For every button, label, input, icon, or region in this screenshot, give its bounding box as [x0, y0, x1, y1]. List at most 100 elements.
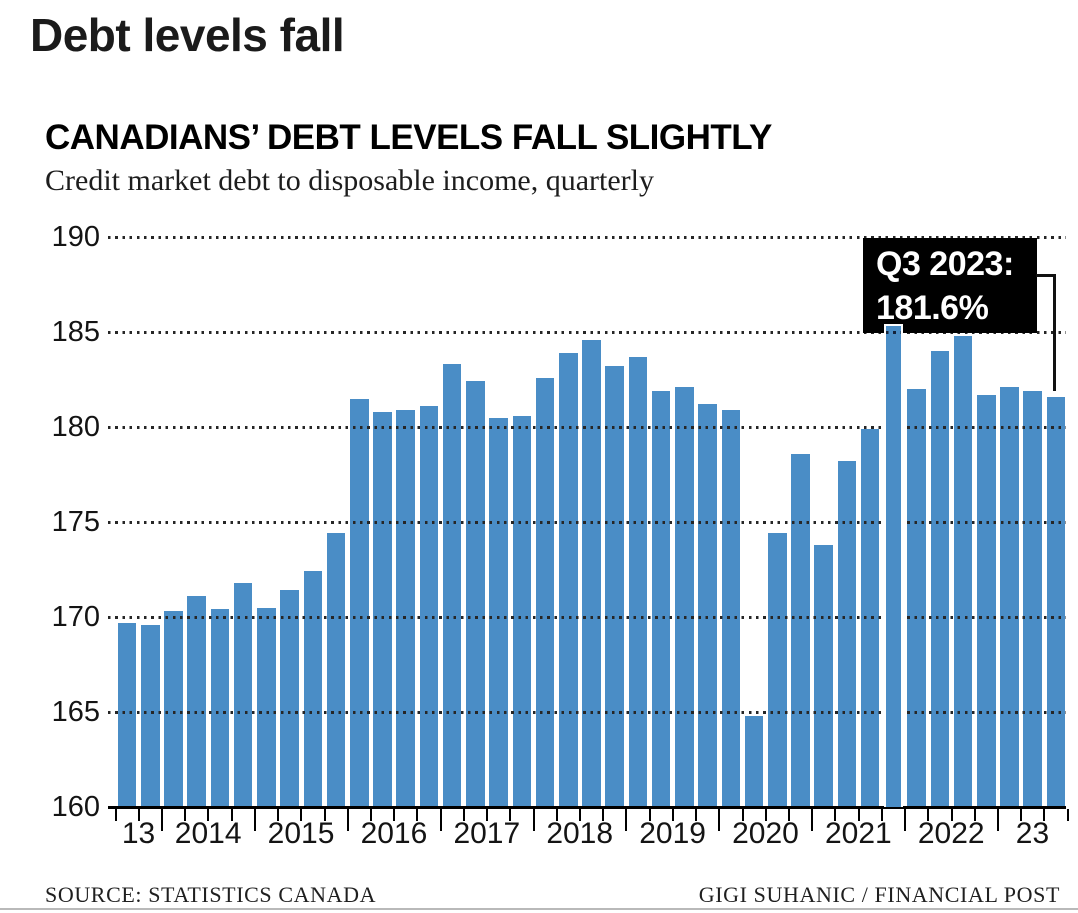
bar [651, 390, 671, 807]
y-axis-label: 175 [51, 506, 100, 538]
bar [1023, 390, 1042, 807]
x-axis-label: 2019 [639, 817, 706, 850]
bar [466, 381, 485, 807]
bar [187, 596, 207, 807]
bar [814, 544, 833, 807]
chart-title: CANADIANS’ DEBT LEVELS FALL SLIGHTLY [45, 118, 772, 157]
x-tick-quarter [207, 809, 210, 821]
gridline-170 [108, 616, 1066, 619]
x-axis-label: 2015 [267, 817, 335, 850]
bar [1000, 387, 1019, 807]
y-axis-label: 190 [51, 221, 100, 253]
bar [373, 411, 392, 807]
bar [767, 533, 787, 807]
x-tick-quarter [300, 809, 303, 821]
x-tick-year [161, 809, 164, 831]
bar [628, 356, 648, 807]
x-tick-quarter [184, 809, 187, 821]
bar [350, 398, 369, 807]
x-tick-quarter [950, 809, 953, 821]
x-tick-quarter [416, 809, 419, 821]
bar [930, 351, 950, 807]
x-tick-year [253, 809, 256, 831]
x-axis-label: 2014 [174, 817, 242, 850]
x-tick-quarter [648, 809, 651, 821]
bar [512, 415, 532, 807]
x-tick-quarter [1020, 809, 1023, 821]
x-tick-quarter [764, 809, 767, 821]
author-credit: GIGI SUHANIC / FINANCIAL POST [698, 882, 1060, 907]
x-tick-quarter [695, 809, 698, 821]
bar [605, 366, 624, 807]
bar [280, 590, 299, 807]
x-tick-quarter [741, 809, 744, 821]
bar [117, 622, 137, 807]
x-tick-year [811, 809, 814, 831]
x-tick-quarter [137, 809, 140, 821]
bar [303, 571, 323, 807]
bar [489, 417, 508, 807]
bar [558, 352, 578, 807]
x-tick-quarter [927, 809, 930, 821]
gridline-180 [108, 426, 1066, 429]
gridline-190 [108, 236, 1066, 239]
x-axis-label: 2022 [917, 817, 985, 850]
bar [976, 394, 996, 807]
x-axis-label: 13 [121, 817, 156, 850]
x-tick-quarter [671, 809, 674, 821]
bar [257, 607, 276, 807]
x-tick-quarter [509, 809, 512, 821]
x-tick-quarter [370, 809, 373, 821]
bar [791, 453, 810, 807]
x-axis-label: 2021 [824, 817, 892, 850]
y-axis-label: 180 [51, 411, 100, 443]
gridline-175 [108, 521, 1066, 524]
bar [141, 624, 160, 807]
bottom-divider [0, 908, 1078, 910]
x-tick-quarter [602, 809, 605, 821]
x-axis-label: 2018 [546, 817, 614, 850]
x-tick-year [904, 809, 907, 831]
page-title: Debt levels fall [30, 9, 345, 61]
bar [953, 335, 973, 807]
bar [837, 461, 857, 807]
source-credit: SOURCE: STATISTICS CANADA [45, 882, 377, 907]
annotation-connector-vertical [1053, 274, 1056, 391]
x-tick-year [532, 809, 535, 831]
x-tick-year [718, 809, 721, 831]
x-tick-quarter [555, 809, 558, 821]
x-axis-label: 2016 [360, 817, 428, 850]
bar [442, 364, 462, 807]
x-tick-quarter [973, 809, 976, 821]
x-tick-quarter [114, 809, 117, 821]
bar [419, 406, 439, 807]
y-axis-label: 165 [51, 696, 100, 728]
x-tick-quarter [1043, 809, 1046, 821]
bar [210, 609, 230, 807]
x-tick-year [346, 809, 349, 831]
x-axis-line [108, 806, 1066, 809]
annotation-value-label: 181.6% [876, 289, 989, 327]
chart-subtitle: Credit market debt to disposable income,… [45, 164, 654, 197]
gridline-165 [108, 711, 1066, 714]
gridline-over-bar [886, 331, 901, 334]
bar [721, 409, 741, 807]
x-axis-label: 2020 [732, 817, 799, 850]
x-tick-year [439, 809, 442, 831]
bar [396, 409, 416, 807]
x-tick-quarter [880, 809, 883, 821]
x-tick-quarter [462, 809, 465, 821]
bar [164, 611, 183, 807]
x-axis-label: 23 [1015, 817, 1050, 850]
bar [698, 404, 717, 807]
x-tick-quarter [787, 809, 790, 821]
gridline-185 [108, 331, 1066, 334]
bar [233, 582, 253, 807]
x-tick-quarter [393, 809, 396, 821]
annotation-connector-horizontal [1036, 274, 1056, 277]
x-tick-quarter [323, 809, 326, 821]
bar [907, 389, 926, 807]
y-axis-label: 170 [51, 601, 100, 633]
y-axis-label: 160 [51, 791, 100, 823]
